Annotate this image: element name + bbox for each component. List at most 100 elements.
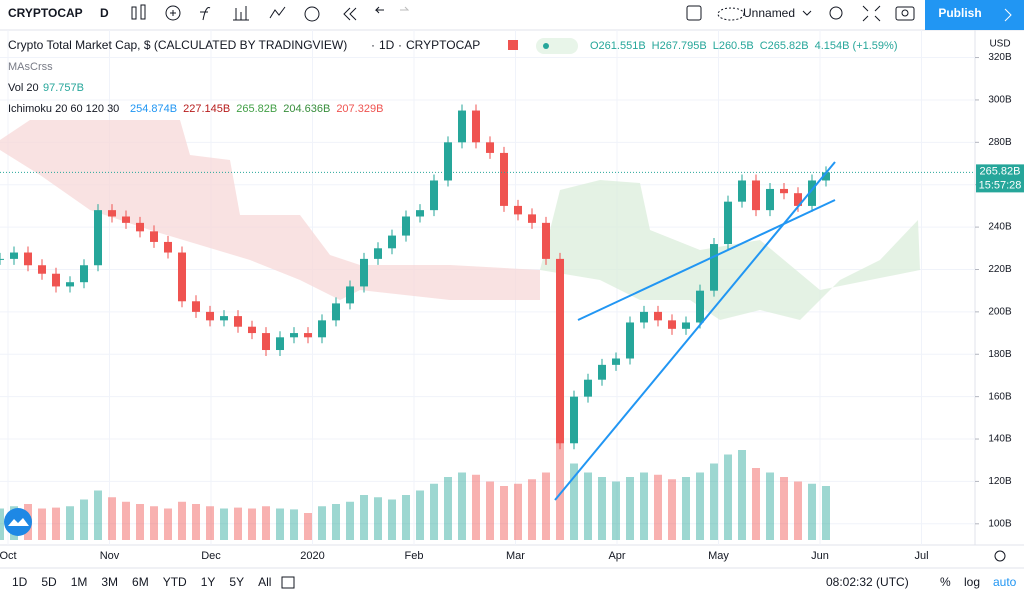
scale-option[interactable]: auto bbox=[993, 575, 1017, 589]
candle-body bbox=[346, 286, 354, 304]
volume-bar bbox=[752, 468, 760, 540]
candle-body bbox=[164, 241, 172, 253]
publish-arrow[interactable] bbox=[1004, 8, 1012, 22]
y-tick-label: 100B bbox=[988, 518, 1012, 529]
volume-bar bbox=[458, 472, 466, 540]
ohlc: O261.551B H267.795B L260.5B C265.82B 4.154B … bbox=[590, 40, 898, 52]
interval[interactable]: D bbox=[100, 6, 109, 20]
range-button[interactable]: 3M bbox=[101, 575, 118, 589]
scale-option[interactable]: % bbox=[940, 575, 951, 589]
volume-bar bbox=[290, 509, 298, 540]
candle-body bbox=[178, 252, 186, 302]
volume-bar bbox=[178, 501, 186, 540]
x-tick-label: 2020 bbox=[300, 550, 324, 562]
y-tick-label: 200B bbox=[988, 307, 1012, 318]
candle-body bbox=[500, 152, 508, 206]
volume-bar bbox=[374, 497, 382, 540]
candle-body bbox=[220, 316, 228, 321]
y-tick-label: 120B bbox=[988, 476, 1012, 487]
candle-body bbox=[444, 142, 452, 181]
trend-line[interactable] bbox=[554, 161, 836, 501]
volume-bar bbox=[52, 507, 60, 540]
volume-bar bbox=[570, 463, 578, 540]
ichimoku-value: 207.329B bbox=[336, 103, 383, 115]
candle-body bbox=[542, 222, 550, 259]
ichimoku-name: Ichimoku 20 60 120 30 bbox=[8, 103, 119, 115]
volume-bar bbox=[206, 506, 214, 540]
y-tick-label: 160B bbox=[988, 391, 1012, 402]
volume-bar bbox=[822, 486, 830, 540]
cloud-bearish bbox=[0, 120, 540, 300]
volume-bar bbox=[556, 441, 564, 540]
candle-body bbox=[794, 193, 802, 206]
vol-name: Vol 20 bbox=[8, 82, 39, 94]
toolbar bbox=[0, 0, 1024, 30]
volume-bar bbox=[388, 499, 396, 540]
volume-bar bbox=[304, 513, 312, 540]
candle-body bbox=[388, 235, 396, 249]
candle-body bbox=[122, 216, 130, 223]
candle-body bbox=[136, 222, 144, 232]
candle-body bbox=[360, 258, 368, 287]
scale-option[interactable]: log bbox=[964, 575, 980, 589]
range-button[interactable]: 1D bbox=[12, 575, 28, 589]
layout-name[interactable]: Unnamed bbox=[743, 6, 795, 20]
range-button[interactable]: YTD bbox=[163, 575, 187, 589]
ichimoku-value: 254.874B bbox=[130, 103, 177, 115]
trend-line[interactable] bbox=[577, 199, 836, 321]
y-tick-label: 280B bbox=[988, 137, 1012, 148]
publish-label[interactable]: Publish bbox=[938, 6, 981, 20]
volume-bar bbox=[444, 477, 452, 540]
volume-bar bbox=[668, 479, 676, 540]
candle-body bbox=[822, 172, 830, 181]
volume-bar bbox=[80, 499, 88, 540]
candle-body bbox=[38, 265, 46, 274]
volume-bar bbox=[682, 477, 690, 540]
legend-dot: · bbox=[371, 38, 375, 52]
legend-dot: · bbox=[398, 38, 402, 52]
candle-body bbox=[262, 333, 270, 351]
volume-bar bbox=[332, 504, 340, 540]
symbol[interactable]: CRYPTOCAP bbox=[8, 6, 83, 20]
ichimoku-values: 254.874B 227.145B 265.82B 204.636B 207.329B bbox=[130, 103, 383, 115]
candle-body bbox=[766, 188, 774, 211]
publish-button[interactable] bbox=[925, 0, 995, 30]
ichimoku-value: 204.636B bbox=[283, 103, 330, 115]
volume-bar bbox=[318, 506, 326, 540]
status-pill bbox=[536, 38, 578, 54]
range-button[interactable]: 1Y bbox=[201, 575, 216, 589]
change: 4.154B (+1.59%) bbox=[815, 40, 898, 52]
range-button[interactable]: All bbox=[258, 575, 271, 589]
volume-bar bbox=[416, 490, 424, 540]
volume-bar bbox=[472, 474, 480, 540]
candle-body bbox=[682, 322, 690, 329]
y-tick-label: 300B bbox=[988, 95, 1012, 106]
volume-bar bbox=[0, 508, 4, 540]
volume-bar bbox=[514, 483, 522, 540]
status-dot bbox=[543, 43, 549, 49]
candle-body bbox=[808, 180, 816, 206]
goto-date-icon[interactable] bbox=[281, 576, 295, 589]
range-button[interactable]: 5Y bbox=[229, 575, 244, 589]
candle-body bbox=[472, 110, 480, 143]
y-tick-label: 140B bbox=[988, 434, 1012, 445]
candle-body bbox=[304, 333, 312, 338]
flag[interactable] bbox=[508, 40, 518, 50]
volume-bar bbox=[122, 501, 130, 540]
settings-icon[interactable] bbox=[994, 550, 1006, 562]
publish-menu[interactable] bbox=[995, 0, 1024, 30]
candle-body bbox=[514, 205, 522, 215]
range-button[interactable]: 5D bbox=[41, 575, 57, 589]
range-button[interactable]: 6M bbox=[132, 575, 149, 589]
range-button[interactable]: 1M bbox=[71, 575, 88, 589]
candle-body bbox=[248, 326, 256, 334]
y-tick-label: 240B bbox=[988, 222, 1012, 233]
candle-body bbox=[332, 303, 340, 321]
volume-bar bbox=[654, 474, 662, 540]
volume-bar bbox=[500, 486, 508, 540]
candle-body bbox=[416, 210, 424, 217]
toolbar-icons[interactable] bbox=[131, 4, 915, 22]
candle-body bbox=[150, 231, 158, 242]
